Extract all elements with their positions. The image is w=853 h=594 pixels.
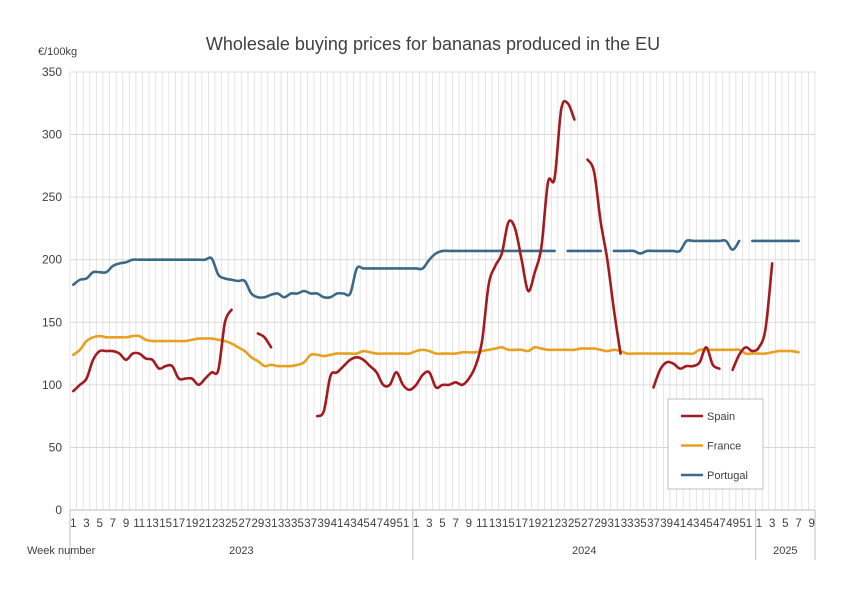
y-tick-label: 300: [42, 128, 62, 142]
x-tick-label: 39: [317, 518, 330, 530]
year-label: 2024: [572, 545, 596, 557]
x-tick-label: 27: [581, 518, 594, 530]
x-tick-label: 5: [96, 518, 102, 530]
series-portugal: [71, 238, 800, 300]
x-tick-label: 33: [278, 518, 291, 530]
x-tick-label: 41: [673, 518, 686, 530]
x-tick-label: 29: [594, 518, 607, 530]
x-tick-label: 5: [782, 518, 788, 530]
series-line-segment: [315, 99, 576, 418]
x-tick-label: 35: [291, 518, 304, 530]
x-tick-label: 13: [146, 518, 159, 530]
x-tick-label: 51: [397, 518, 410, 530]
chart-title: Wholesale buying prices for bananas prod…: [206, 34, 660, 54]
x-tick-label: 1: [413, 518, 419, 530]
x-tick-label: 11: [476, 518, 488, 530]
x-tick-label: 27: [238, 518, 251, 530]
x-tick-label: 23: [555, 518, 568, 530]
series-line-segment: [612, 238, 741, 255]
series-line-segment: [71, 308, 233, 393]
x-tick-label: 21: [199, 518, 212, 530]
x-tick-label: 5: [439, 518, 445, 530]
x-tick-label: 17: [515, 518, 528, 530]
x-tick-label: 47: [713, 518, 726, 530]
x-tick-label: 37: [647, 518, 660, 530]
legend-label: France: [707, 441, 741, 453]
series-line-segment: [71, 249, 556, 300]
x-tick-label: 11: [133, 518, 145, 530]
legend-label: Spain: [707, 411, 735, 423]
y-tick-label: 250: [42, 190, 62, 204]
x-tick-label: 39: [660, 518, 673, 530]
y-axis-ticks: 0 50 100 150 200 250 300 350: [42, 65, 62, 517]
x-tick-label: 7: [110, 518, 116, 530]
x-tick-label: 9: [123, 518, 129, 530]
x-tick-label: 31: [608, 518, 621, 530]
x-axis: 1 3 5 7 9 11 13 15 17 19 21 23 25 27 29 31 33 35 37 39 41 43 4…: [69, 509, 816, 560]
y-tick-label: 0: [55, 503, 62, 517]
x-tick-label: 7: [452, 518, 458, 530]
x-tick-label: 3: [769, 518, 775, 530]
series-lines: [71, 99, 800, 418]
x-tick-label: 15: [502, 518, 515, 530]
x-tick-label: 29: [251, 518, 264, 530]
y-axis-unit: €/100kg: [38, 46, 77, 58]
x-tick-label: 37: [304, 518, 317, 530]
x-tick-label: 25: [225, 518, 238, 530]
x-tick-label: 43: [344, 518, 357, 530]
series-line-segment: [586, 158, 622, 355]
x-tick-label: 47: [370, 518, 383, 530]
y-tick-label: 350: [42, 65, 62, 79]
x-tick-label: 17: [172, 518, 185, 530]
x-tick-label: 33: [621, 518, 634, 530]
x-tick-label: 31: [265, 518, 278, 530]
x-tick-label: 3: [426, 518, 432, 530]
gridlines: [69, 71, 816, 511]
x-tick-label: 35: [634, 518, 647, 530]
year-label: 2023: [229, 545, 253, 557]
x-tick-label: 9: [809, 518, 815, 530]
x-tick-label: 25: [568, 518, 581, 530]
y-tick-label: 150: [42, 315, 62, 329]
x-tick-label: 23: [212, 518, 225, 530]
y-tick-label: 200: [42, 253, 62, 267]
x-tick-label: 7: [795, 518, 801, 530]
year-label: 2025: [773, 545, 797, 557]
series-france: [71, 334, 800, 368]
x-tick-label: 51: [739, 518, 752, 530]
x-tick-label: 49: [383, 518, 396, 530]
x-tick-label: 3: [83, 518, 89, 530]
x-tick-label: 45: [700, 518, 713, 530]
legend-label: Portugal: [707, 470, 748, 482]
x-tick-label: 43: [687, 518, 700, 530]
x-tick-label: 49: [726, 518, 739, 530]
x-tick-label: 41: [331, 518, 344, 530]
x-tick-label: 9: [466, 518, 472, 530]
series-line-segment: [652, 346, 721, 389]
x-tick-label: 19: [186, 518, 199, 530]
x-tick-label: 13: [489, 518, 502, 530]
y-tick-label: 50: [49, 440, 63, 454]
x-tick-label: 15: [159, 518, 172, 530]
x-tick-label: 1: [756, 518, 762, 530]
series-line-segment: [71, 334, 800, 368]
y-tick-label: 100: [42, 378, 62, 392]
legend: Spain France Portugal: [667, 398, 764, 490]
series-line-segment: [256, 332, 273, 349]
x-tick-label: 21: [542, 518, 555, 530]
x-tick-label: 19: [528, 518, 541, 530]
x-tick-label: 45: [357, 518, 370, 530]
series-line-segment: [731, 262, 774, 372]
x-tick-label: 1: [70, 518, 76, 530]
series-spain: [71, 99, 774, 418]
x-axis-label: Week number: [27, 545, 96, 557]
